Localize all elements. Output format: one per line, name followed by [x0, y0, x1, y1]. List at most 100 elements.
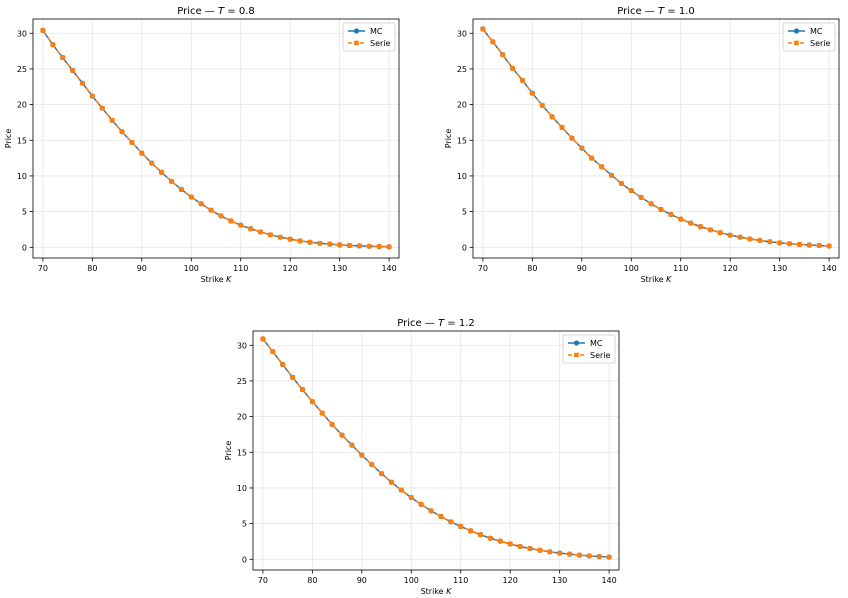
xlabel-variable: K	[446, 587, 452, 596]
point-serie	[386, 244, 392, 250]
chart-panel-1: 70 80 90 100 110 120 130 140 0 5 10 15 20 25 30 Price —…	[4, 6, 400, 284]
point-serie	[530, 90, 535, 96]
point-serie	[329, 422, 335, 427]
title-prefix: Price —	[177, 6, 218, 17]
chart-panel-2: 70 80 90 100 110 120 130 140 0 5 10 15 20 25 30 Price —…	[444, 6, 840, 284]
point-serie	[480, 26, 486, 32]
legend-marker-mc	[793, 28, 800, 34]
x-tick-label: 70	[258, 576, 268, 585]
legend-label-serie: Serie	[370, 39, 391, 48]
point-serie	[188, 194, 194, 200]
point-serie	[747, 236, 753, 242]
legend-marker-serie	[794, 40, 799, 46]
legend-label-serie: Serie	[810, 39, 831, 48]
point-serie	[520, 78, 525, 83]
point-serie	[557, 550, 562, 556]
point-serie	[287, 236, 293, 242]
point-serie	[399, 487, 404, 493]
point-serie	[737, 234, 743, 240]
point-serie	[539, 103, 545, 108]
y-axis-label: Price	[444, 129, 453, 149]
point-serie	[179, 187, 184, 192]
plot-area	[33, 19, 399, 258]
title-variable: T	[218, 6, 225, 17]
y-tick-label: 5	[462, 208, 467, 217]
x-tick-label: 110	[233, 264, 248, 273]
point-serie	[787, 241, 792, 247]
y-tick-label: 30	[457, 29, 467, 38]
x-tick-label: 90	[577, 264, 587, 273]
point-serie	[280, 362, 285, 367]
legend-marker-mc	[573, 340, 580, 346]
title-prefix: Price —	[617, 6, 658, 17]
point-serie	[317, 241, 323, 246]
point-serie	[428, 508, 434, 514]
point-serie	[596, 554, 602, 559]
x-tick-label: 80	[527, 264, 537, 273]
title-value: = 1.2	[444, 318, 475, 329]
x-tick-label: 90	[357, 576, 367, 585]
y-axis-label: Price	[4, 129, 13, 149]
x-tick-label: 120	[503, 576, 518, 585]
point-serie	[638, 195, 644, 200]
point-serie	[668, 212, 674, 217]
point-serie	[816, 243, 822, 248]
point-serie	[577, 552, 582, 558]
y-tick-label: 20	[237, 413, 247, 422]
xlabel-variable: K	[666, 275, 672, 284]
point-serie	[307, 239, 313, 245]
point-serie	[418, 502, 424, 507]
point-serie	[468, 528, 473, 534]
point-serie	[717, 230, 723, 235]
point-serie	[579, 145, 585, 151]
point-serie	[488, 535, 493, 541]
y-tick-label: 20	[17, 101, 27, 110]
point-serie	[119, 129, 125, 135]
legend-marker-mc	[353, 28, 360, 34]
y-tick-label: 30	[17, 29, 27, 38]
point-serie	[619, 181, 624, 186]
x-tick-label: 100	[184, 264, 199, 273]
x-tick-label: 140	[381, 264, 396, 273]
chart-title: Price — T = 1.0	[617, 6, 695, 17]
point-serie	[688, 220, 693, 226]
point-serie	[70, 68, 75, 73]
point-serie	[757, 238, 763, 243]
point-serie	[319, 410, 325, 416]
point-serie	[708, 227, 713, 233]
point-serie	[727, 232, 733, 238]
point-serie	[628, 188, 634, 193]
x-tick-label: 130	[552, 576, 567, 585]
point-serie	[510, 65, 515, 71]
y-tick-label: 10	[457, 172, 467, 181]
chart-panel-3: 70 80 90 100 110 120 130 140 0 5 10 15 20 25 30 Price —…	[224, 318, 620, 596]
point-serie	[208, 207, 214, 213]
point-serie	[367, 243, 372, 249]
point-serie	[547, 549, 553, 555]
point-serie	[826, 243, 832, 249]
y-axis-label: Price	[224, 441, 233, 461]
point-serie	[50, 42, 56, 47]
point-serie	[527, 546, 533, 551]
y-tick-label: 30	[237, 341, 247, 350]
x-axis-label: Strike K	[421, 587, 453, 596]
grid	[33, 19, 399, 258]
point-serie	[218, 213, 224, 219]
point-serie	[337, 242, 342, 248]
point-serie	[517, 544, 523, 549]
x-tick-label: 90	[137, 264, 147, 273]
y-tick-label: 0	[462, 243, 467, 252]
point-serie	[587, 553, 592, 559]
point-serie	[169, 179, 174, 184]
title-value: = 1.0	[664, 6, 695, 17]
y-tick-label: 10	[17, 172, 27, 181]
x-tick-label: 100	[624, 264, 639, 273]
point-serie	[559, 125, 565, 130]
point-serie	[109, 118, 115, 123]
point-serie	[260, 336, 266, 342]
axes-frame	[472, 18, 840, 259]
x-tick-label: 130	[332, 264, 347, 273]
point-serie	[297, 238, 303, 244]
y-tick-label: 25	[457, 65, 467, 74]
